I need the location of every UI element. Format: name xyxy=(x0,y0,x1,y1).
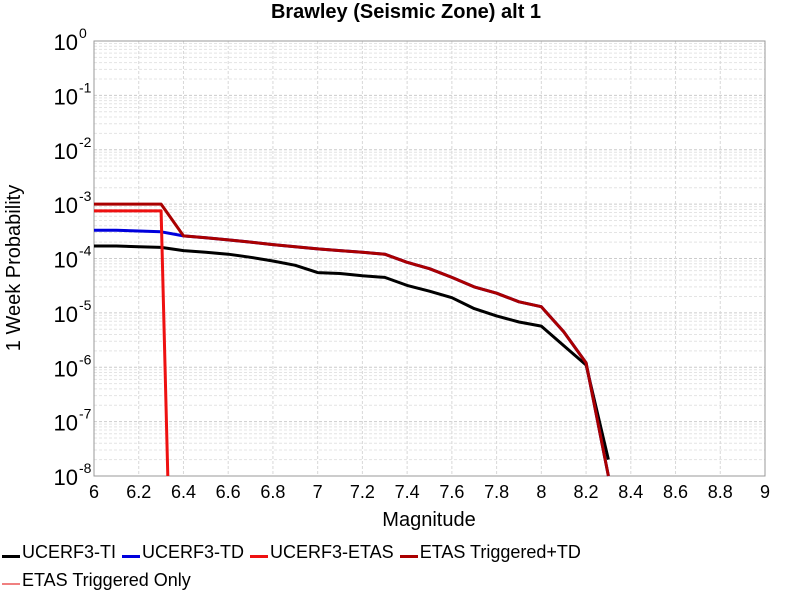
chart-title: Brawley (Seismic Zone) alt 1 xyxy=(271,1,541,23)
legend-item-ucerf3-etas: UCERF3-ETAS xyxy=(250,542,394,563)
x-tick-labels: 6 6.2 6.4 6.6 6.8 7 7.2 7.4 7.6 7.8 8 8.2 8.4 8.6 8.8 9 xyxy=(89,482,770,502)
series-line-etas-triggered-td xyxy=(94,202,610,477)
legend-swatch-etas-triggered-only xyxy=(2,583,20,585)
y-tick-exponent: 0 xyxy=(79,25,87,41)
y-tick-base: 10 xyxy=(54,411,78,436)
x-tick-label: 6.4 xyxy=(171,482,196,502)
legend-item-ucerf3-ti: UCERF3-TI xyxy=(2,542,116,563)
y-tick-label: 10 0 xyxy=(54,25,87,55)
series-layer xyxy=(94,202,610,477)
legend-label-etas-triggered-only: ETAS Triggered Only xyxy=(22,569,191,590)
legend-label-ucerf3-td: UCERF3-TD xyxy=(142,541,244,562)
legend-label-ucerf3-etas: UCERF3-ETAS xyxy=(270,541,394,562)
x-tick-label: 9 xyxy=(760,482,770,502)
y-tick-exponent: -6 xyxy=(79,351,92,367)
y-tick-base: 10 xyxy=(54,30,78,55)
legend-label-etas-triggered-td: ETAS Triggered+TD xyxy=(419,541,581,562)
y-tick-exponent: -4 xyxy=(79,243,92,259)
y-tick-base: 10 xyxy=(54,465,78,490)
y-tick-base: 10 xyxy=(54,248,78,273)
y-tick-base: 10 xyxy=(54,356,78,381)
y-tick-label: 10 -7 xyxy=(54,406,92,436)
y-axis-label: 1 Week Probability xyxy=(3,185,25,351)
x-tick-label: 8.2 xyxy=(574,482,599,502)
y-tick-exponent: -2 xyxy=(79,134,92,150)
grid-minor-lines xyxy=(94,42,765,461)
x-tick-label: 7 xyxy=(313,482,323,502)
legend: UCERF3-TI UCERF3-TD UCERF3-ETAS ETAS Tri… xyxy=(2,538,798,594)
x-tick-label: 8.6 xyxy=(663,482,688,502)
x-tick-label: 8.4 xyxy=(618,482,643,502)
x-tick-label: 7.2 xyxy=(350,482,375,502)
y-tick-exponent: -7 xyxy=(79,406,92,422)
y-tick-base: 10 xyxy=(54,193,78,218)
legend-row-1: UCERF3-TI UCERF3-TD UCERF3-ETAS ETAS Tri… xyxy=(2,538,798,566)
legend-swatch-ucerf3-ti xyxy=(2,554,20,558)
y-tick-exponent: -5 xyxy=(79,297,92,313)
y-tick-exponent: -3 xyxy=(79,188,92,204)
y-tick-label: 10 -6 xyxy=(54,351,92,381)
x-tick-label: 7.8 xyxy=(484,482,509,502)
legend-item-etas-triggered-td: ETAS Triggered+TD xyxy=(399,541,581,563)
x-tick-label: 6.8 xyxy=(260,482,285,502)
legend-row-2: ETAS Triggered Only xyxy=(2,566,798,594)
y-tick-exponent: -8 xyxy=(79,460,92,476)
y-tick-label: 10 -3 xyxy=(54,188,92,218)
x-tick-label: 8.8 xyxy=(708,482,733,502)
x-tick-label: 6 xyxy=(89,482,99,502)
grid-major-lines xyxy=(93,40,766,477)
x-tick-label: 6.6 xyxy=(216,482,241,502)
legend-swatch-ucerf3-etas xyxy=(250,554,268,558)
y-tick-label: 10 -2 xyxy=(54,134,92,164)
y-tick-label: 10 -4 xyxy=(54,243,92,273)
y-tick-exponent: -1 xyxy=(79,79,92,95)
legend-label-ucerf3-ti: UCERF3-TI xyxy=(22,541,116,562)
legend-swatch-ucerf3-td xyxy=(122,554,140,558)
x-tick-label: 7.6 xyxy=(439,482,464,502)
y-tick-base: 10 xyxy=(54,139,78,164)
series-line-ucerf3-ti xyxy=(94,244,610,460)
plot-frame xyxy=(93,40,766,477)
y-tick-label: 10 -5 xyxy=(54,297,92,327)
legend-item-ucerf3-td: UCERF3-TD xyxy=(122,542,244,563)
legend-item-etas-triggered-only: ETAS Triggered Only xyxy=(2,570,191,591)
legend-swatch-etas-triggered-td xyxy=(399,554,418,558)
x-tick-label: 7.4 xyxy=(395,482,420,502)
x-tick-label: 8 xyxy=(536,482,546,502)
chart: 6 6.2 6.4 6.6 6.8 7 7.2 7.4 7.6 7.8 8 8.2 8.4 8.6 8.8 9… xyxy=(3,1,770,531)
y-tick-label: 10 -1 xyxy=(54,79,92,109)
x-axis-label: Magnitude xyxy=(382,509,475,531)
y-tick-label: 10 -8 xyxy=(54,460,92,490)
series-line-ucerf3-etas xyxy=(94,209,170,477)
y-tick-base: 10 xyxy=(54,84,78,109)
y-tick-base: 10 xyxy=(54,302,78,327)
x-tick-label: 6.2 xyxy=(126,482,151,502)
